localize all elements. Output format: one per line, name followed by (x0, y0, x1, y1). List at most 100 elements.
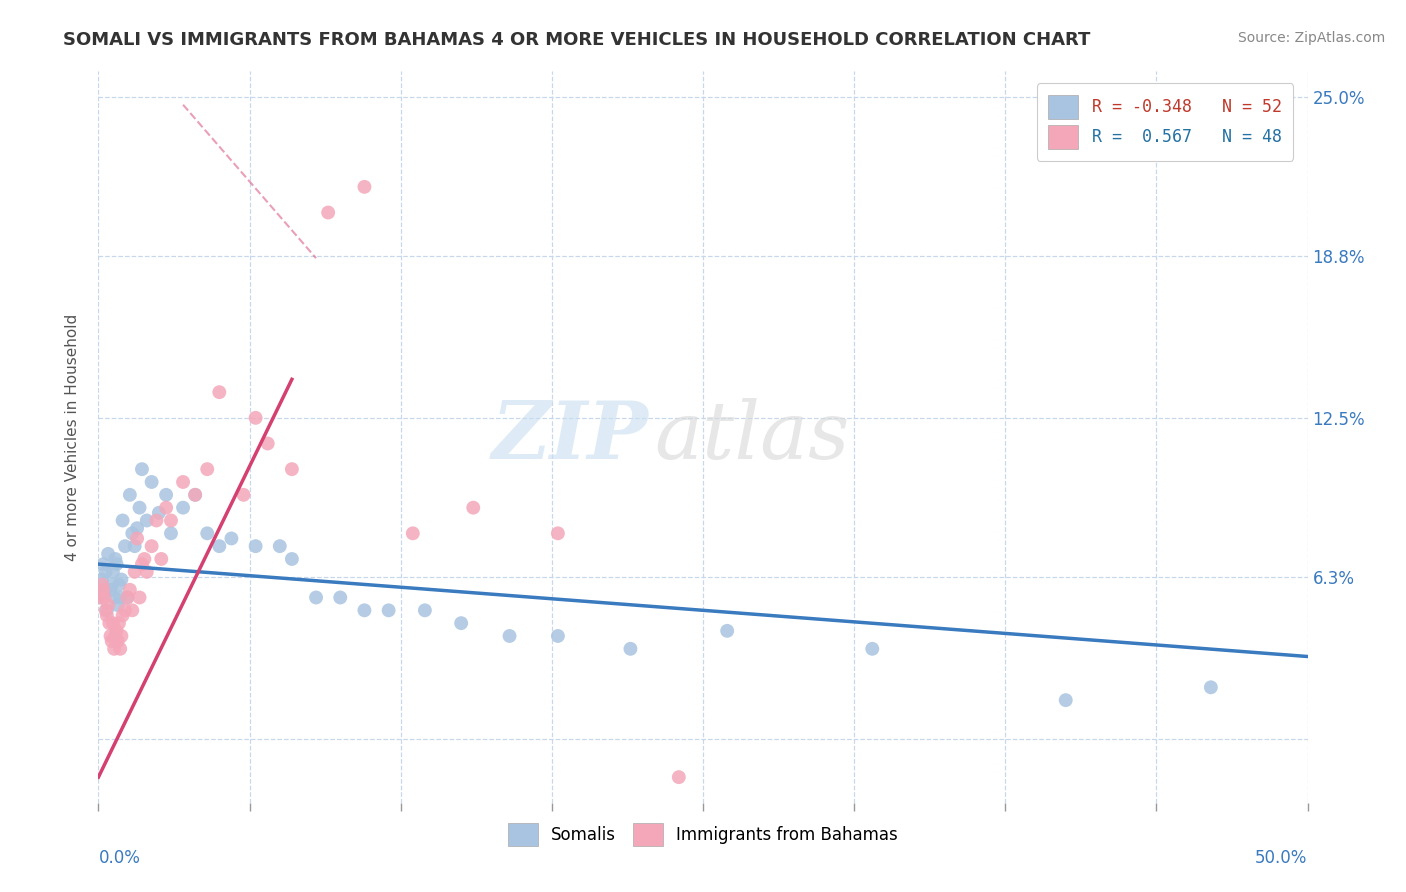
Point (463, 500, 485, 515)
Point (413, 603, 436, 617)
Point (127, 521, 149, 535)
Point (141, 475, 163, 489)
Point (450, 616, 472, 631)
Point (108, 591, 131, 605)
Point (155, 500, 177, 515)
Point (127, 532, 149, 546)
Point (184, 488, 207, 502)
Point (377, 603, 399, 617)
Point (94, 603, 117, 617)
Point (668, 770, 690, 784)
Point (135, 565, 157, 579)
Point (131, 462, 153, 476)
Text: Source: ZipAtlas.com: Source: ZipAtlas.com (1237, 31, 1385, 45)
Point (100, 629, 122, 643)
Text: atlas: atlas (655, 399, 851, 475)
Point (118, 488, 141, 502)
Point (402, 526, 425, 541)
Point (107, 598, 129, 612)
Text: 0.0%: 0.0% (98, 849, 141, 867)
Point (353, 179, 375, 194)
Point (91, 577, 114, 591)
Point (124, 565, 146, 579)
Point (124, 539, 146, 553)
Point (111, 514, 134, 528)
Legend: Somalis, Immigrants from Bahamas: Somalis, Immigrants from Bahamas (502, 816, 904, 853)
Point (90, 591, 112, 605)
Point (97, 598, 120, 612)
Point (110, 573, 132, 587)
Point (94, 565, 117, 579)
Point (108, 641, 131, 656)
Point (114, 603, 136, 617)
Point (93, 591, 115, 605)
Point (172, 475, 194, 489)
Point (547, 526, 569, 541)
Point (160, 514, 183, 528)
Point (131, 557, 153, 571)
Point (329, 591, 352, 605)
Point (96, 608, 118, 623)
Point (184, 488, 207, 502)
Point (105, 624, 128, 638)
Point (121, 603, 143, 617)
Point (145, 514, 167, 528)
Point (100, 634, 122, 648)
Point (97, 547, 120, 561)
Point (96, 603, 118, 617)
Point (110, 629, 132, 643)
Point (108, 616, 131, 631)
Point (101, 565, 124, 579)
Point (172, 500, 194, 515)
Point (547, 629, 569, 643)
Point (121, 526, 143, 541)
Point (93, 582, 115, 597)
Point (1054, 693, 1077, 707)
Point (108, 577, 131, 591)
Point (104, 629, 127, 643)
Point (100, 577, 122, 591)
Point (91, 557, 114, 571)
Point (101, 616, 124, 631)
Point (117, 591, 139, 605)
Point (103, 591, 125, 605)
Point (316, 205, 339, 219)
Point (619, 641, 641, 656)
Point (1199, 681, 1222, 695)
Point (107, 634, 129, 648)
Point (208, 385, 231, 400)
Text: SOMALI VS IMMIGRANTS FROM BAHAMAS 4 OR MORE VEHICLES IN HOUSEHOLD CORRELATION CH: SOMALI VS IMMIGRANTS FROM BAHAMAS 4 OR M… (63, 31, 1091, 49)
Point (117, 591, 139, 605)
Point (305, 591, 328, 605)
Text: ZIP: ZIP (492, 399, 648, 475)
Point (155, 488, 177, 502)
Point (281, 552, 304, 566)
Text: 50.0%: 50.0% (1256, 849, 1308, 867)
Point (498, 629, 520, 643)
Point (98, 616, 121, 631)
Point (281, 462, 304, 476)
Point (90, 591, 112, 605)
Point (208, 539, 231, 553)
Point (103, 641, 125, 656)
Point (141, 539, 163, 553)
Point (104, 552, 127, 566)
Point (118, 582, 141, 597)
Point (128, 500, 150, 515)
Point (135, 514, 157, 528)
Point (114, 539, 136, 553)
Point (128, 591, 150, 605)
Point (195, 526, 218, 541)
Point (245, 539, 267, 553)
Point (860, 641, 883, 656)
Point (245, 410, 267, 425)
Point (353, 603, 375, 617)
Point (111, 608, 134, 623)
Point (232, 488, 254, 502)
Point (91, 573, 114, 587)
Point (100, 582, 122, 597)
Point (91, 582, 114, 597)
Point (269, 539, 291, 553)
Point (195, 462, 218, 476)
Point (105, 557, 128, 571)
